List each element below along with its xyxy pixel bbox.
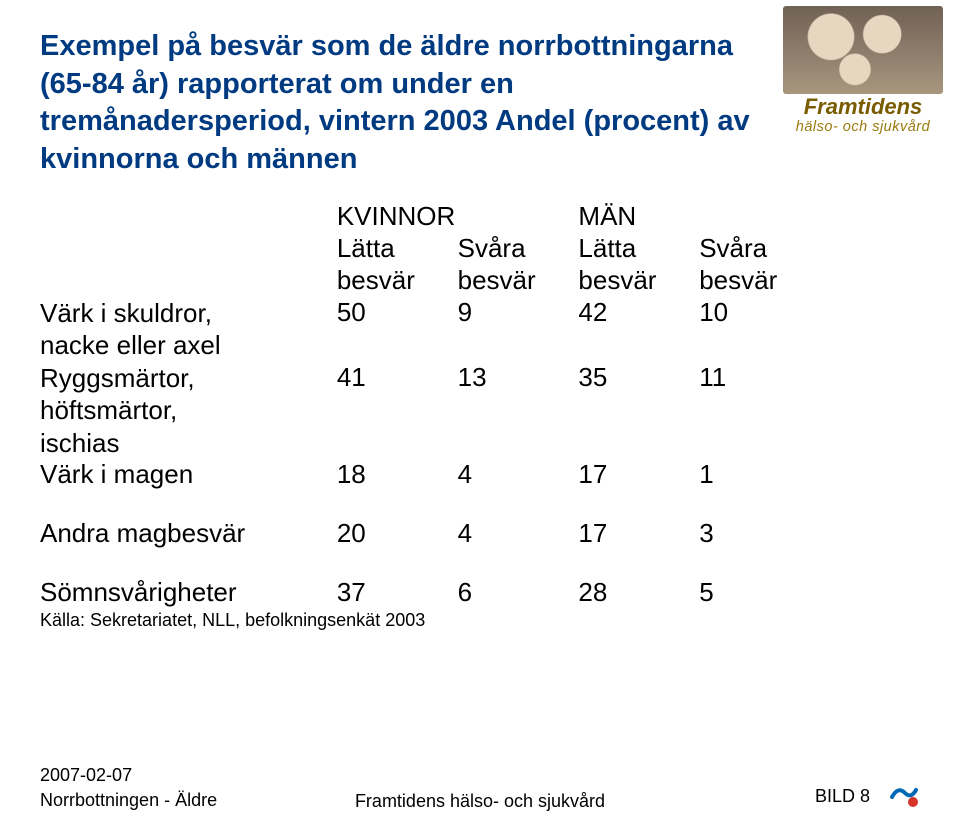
row-label: Andra magbesvär	[40, 518, 337, 549]
col-sub-2: Lättabesvär	[578, 232, 699, 297]
cell: 20	[337, 518, 458, 549]
logo-image	[783, 6, 943, 94]
cell: 5	[699, 577, 820, 608]
table-row: Sömnsvårigheter 37 6 28 5	[40, 577, 820, 608]
col-group-men: MÄN	[578, 201, 820, 232]
section-gap	[40, 490, 820, 518]
cell: 6	[458, 577, 579, 608]
table-row: Ryggsmärtor,höftsmärtor,ischias 41 13 35…	[40, 362, 820, 460]
footer-subtitle: Norrbottningen - Äldre	[40, 788, 217, 812]
footer: 2007-02-07 Norrbottningen - Äldre Framti…	[40, 763, 920, 812]
col-sub-3: Svårabesvär	[699, 232, 820, 297]
cell: 3	[699, 518, 820, 549]
row-label: Värk i magen	[40, 459, 337, 490]
cell: 4	[458, 459, 579, 490]
cell: 42	[578, 297, 699, 362]
cell: 11	[699, 362, 820, 460]
cell: 50	[337, 297, 458, 362]
logo-text-line1: Framtidens	[778, 96, 948, 118]
section-gap	[40, 549, 820, 577]
footer-page: BILD 8	[815, 786, 870, 807]
cell: 28	[578, 577, 699, 608]
nll-logo-icon	[888, 780, 920, 812]
footer-right: BILD 8	[815, 780, 920, 812]
cell: 17	[578, 459, 699, 490]
logo-text-line2: hälso- och sjukvård	[778, 120, 948, 135]
col-group-women: KVINNOR	[337, 201, 579, 232]
col-sub-0: Lättabesvär	[337, 232, 458, 297]
cell: 17	[578, 518, 699, 549]
cell: 13	[458, 362, 579, 460]
source-line: Källa: Sekretariatet, NLL, befolkningsen…	[40, 610, 920, 631]
row-label: Värk i skuldror,nacke eller axel	[40, 297, 337, 362]
cell: 4	[458, 518, 579, 549]
cell: 37	[337, 577, 458, 608]
table-group-header: KVINNOR MÄN	[40, 201, 820, 232]
cell: 9	[458, 297, 579, 362]
table-sub-header: Lättabesvär Svårabesvär Lättabesvär Svår…	[40, 232, 820, 297]
col-sub-1: Svårabesvär	[458, 232, 579, 297]
cell: 41	[337, 362, 458, 460]
table-row: Andra magbesvär 20 4 17 3	[40, 518, 820, 549]
nll-logo	[888, 780, 920, 812]
table-row: Värk i skuldror,nacke eller axel 50 9 42…	[40, 297, 820, 362]
slide: Framtidens hälso- och sjukvård Exempel p…	[0, 0, 960, 834]
cell: 18	[337, 459, 458, 490]
row-label: Sömnsvårigheter	[40, 577, 337, 608]
page-title: Exempel på besvär som de äldre norrbottn…	[40, 28, 780, 179]
cell: 35	[578, 362, 699, 460]
footer-date: 2007-02-07	[40, 763, 217, 787]
data-table: KVINNOR MÄN Lättabesvär Svårabesvär Lätt…	[40, 201, 820, 609]
row-label: Ryggsmärtor,höftsmärtor,ischias	[40, 362, 337, 460]
logo: Framtidens hälso- och sjukvård	[778, 6, 948, 135]
footer-left: 2007-02-07 Norrbottningen - Äldre	[40, 763, 217, 812]
cell: 10	[699, 297, 820, 362]
table-row: Värk i magen 18 4 17 1	[40, 459, 820, 490]
cell: 1	[699, 459, 820, 490]
